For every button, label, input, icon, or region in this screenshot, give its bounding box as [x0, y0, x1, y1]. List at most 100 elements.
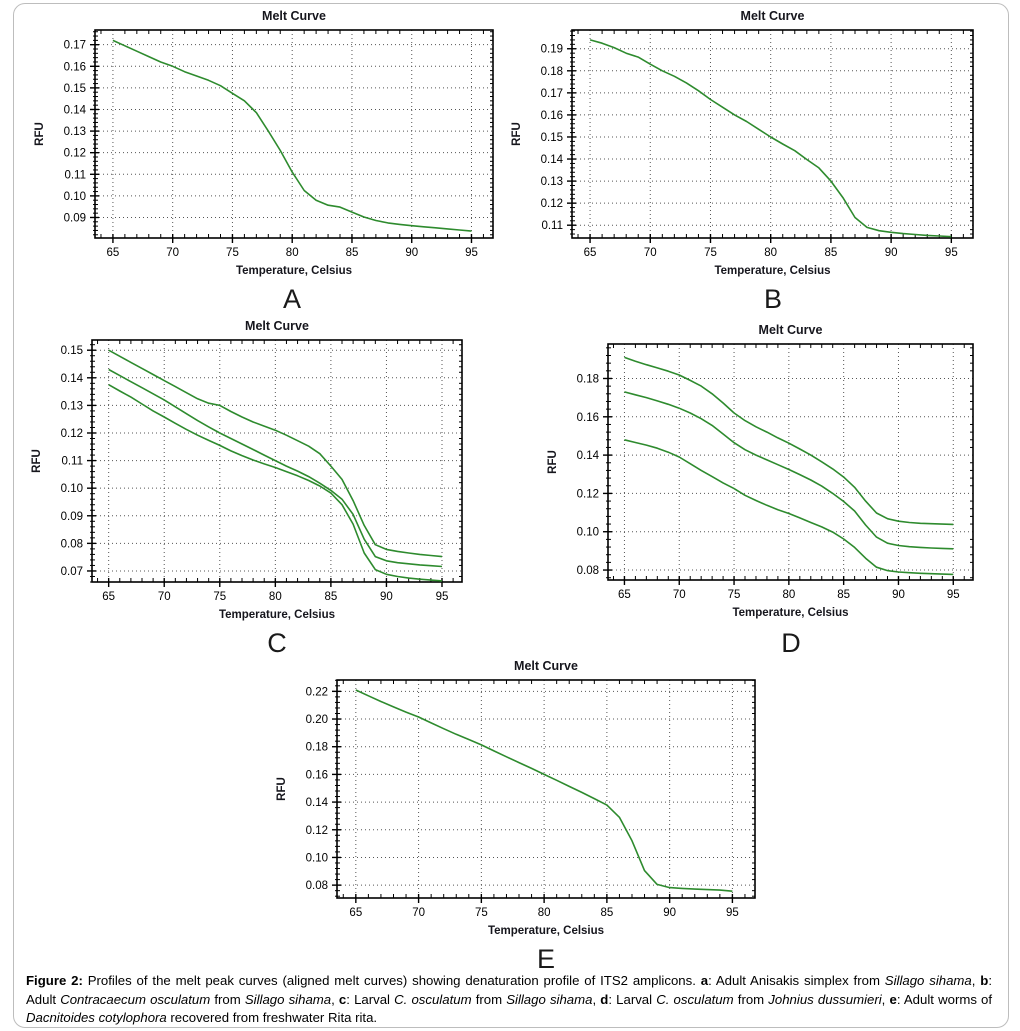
melt-curve-svg-a: Melt Curve 65 70 75 80 85 90 95 0.09 0.10 0.11 0.12… [34, 9, 494, 277]
x-tick-label: 95 [945, 247, 958, 259]
chart-panel-a: Melt Curve 65 70 75 80 85 90 95 0.09 0.10 0.11 0.12… [14, 2, 506, 313]
y-tick-label: 0.18 [306, 742, 328, 754]
caption-segment: d [600, 991, 609, 1007]
x-tick-label: 80 [538, 907, 551, 919]
x-tick-label: 80 [782, 589, 795, 601]
y-tick-label: 0.14 [306, 797, 329, 809]
y-tick-label: 0.12 [64, 148, 86, 160]
melt-curve-chart-c: Melt Curve 65 70 75 80 85 90 95 0.07 0.08 0.09 0.10… [16, 312, 510, 629]
y-tick-label: 0.11 [541, 220, 563, 232]
caption-segment: , [881, 991, 890, 1007]
caption-segment: C. osculatum [394, 991, 472, 1007]
caption-segment: from [210, 991, 245, 1007]
x-tick-label: 65 [102, 591, 115, 603]
y-tick-label: 0.16 [306, 769, 328, 781]
y-axis-label: RFU [31, 449, 43, 473]
melt-curve-line [112, 39, 472, 232]
melt-curve-svg-b: Melt Curve 65 70 75 80 85 90 95 0.11 0.12 0.13 0.14… [511, 9, 974, 277]
x-tick-label: 75 [213, 591, 226, 603]
y-tick-label: 0.17 [64, 40, 86, 52]
y-tick-label: 0.08 [61, 538, 83, 550]
y-axis-label: RFU [276, 777, 288, 801]
x-tick-label: 70 [644, 247, 657, 259]
caption-segment: Sillago sihama [244, 991, 332, 1007]
panel-label-d: D [781, 628, 801, 658]
caption-segment: from [733, 991, 769, 1007]
caption-segment: c [338, 991, 347, 1007]
x-tick-label: 85 [324, 591, 337, 603]
melt-curve-chart-d: Melt Curve 65 70 75 80 85 90 95 0.08 0.10 0.12 0.14… [520, 312, 1014, 629]
y-tick-label: 0.08 [577, 565, 599, 577]
melt-curve-chart-a: Melt Curve 65 70 75 80 85 90 95 0.09 0.10 0.11 0.12… [14, 2, 506, 285]
x-tick-label: 90 [405, 247, 418, 259]
x-tick-label: 75 [728, 589, 741, 601]
y-tick-label: 0.14 [541, 154, 564, 166]
chart-title: Melt Curve [741, 9, 805, 23]
chart-title: Melt Curve [245, 319, 309, 333]
x-tick-label: 75 [704, 247, 717, 259]
plot-frame [336, 679, 756, 899]
y-tick-label: 0.11 [64, 169, 86, 181]
caption-segment: Dacnitoides cotylophora [26, 1010, 167, 1026]
figure-caption: Figure 2: Profiles of the melt peak curv… [26, 972, 992, 1028]
y-tick-label: 0.20 [306, 714, 328, 726]
melt-curve-line [108, 384, 443, 582]
caption-segment: Contracaecum osculatum [60, 991, 211, 1007]
caption-segment: a [700, 973, 709, 988]
x-tick-label: 90 [892, 589, 905, 601]
x-tick-label: 95 [436, 591, 449, 603]
y-tick-label: 0.09 [64, 212, 86, 224]
x-tick-label: 80 [286, 247, 299, 259]
melt-curve-line [624, 391, 954, 550]
melt-curve-svg-e: Melt Curve 65 70 75 80 85 90 95 0.08 0.10 0.12 0.14… [276, 659, 756, 937]
y-tick-label: 0.11 [61, 456, 83, 468]
y-tick-label: 0.16 [577, 412, 599, 424]
chart-title: Melt Curve [514, 659, 578, 673]
melt-curve-svg-d: Melt Curve 65 70 75 80 85 90 95 0.08 0.10 0.12 0.14… [547, 323, 974, 619]
y-tick-label: 0.10 [64, 191, 86, 203]
y-tick-label: 0.12 [61, 428, 83, 440]
x-tick-label: 70 [673, 589, 686, 601]
y-axis-label: RFU [34, 122, 46, 146]
x-tick-label: 70 [412, 907, 425, 919]
caption-segment: recovered from freshwater Rita rita. [166, 1010, 378, 1026]
x-axis-label: Temperature, Celsius [714, 265, 830, 277]
chart-panel-b: Melt Curve 65 70 75 80 85 90 95 0.11 0.12 0.13 0.14… [506, 2, 1010, 313]
x-tick-label: 90 [885, 247, 898, 259]
x-tick-label: 65 [618, 589, 631, 601]
x-tick-label: 85 [825, 247, 838, 259]
caption-segment: from [471, 991, 507, 1007]
y-tick-label: 0.10 [577, 527, 599, 539]
y-tick-label: 0.12 [541, 198, 563, 210]
y-tick-label: 0.19 [541, 44, 563, 56]
caption-segment: b [980, 973, 989, 988]
caption-segment: Profiles of the melt peak curves (aligne… [82, 973, 701, 988]
x-tick-label: 70 [166, 247, 179, 259]
x-axis-label: Temperature, Celsius [219, 609, 335, 621]
y-tick-label: 0.13 [541, 176, 563, 188]
x-axis-label: Temperature, Celsius [488, 925, 604, 937]
caption-segment: Figure 2: [26, 973, 83, 988]
x-tick-label: 65 [584, 247, 597, 259]
y-tick-label: 0.18 [541, 66, 563, 78]
plot-frame [571, 29, 974, 239]
melt-curve-line [108, 349, 443, 558]
y-tick-label: 0.12 [306, 825, 328, 837]
y-tick-label: 0.16 [541, 110, 563, 122]
plot-frame [91, 339, 463, 583]
caption-segment: : Adult [26, 973, 992, 1007]
x-tick-label: 75 [226, 247, 239, 259]
x-tick-label: 65 [349, 907, 362, 919]
caption-segment: e [889, 991, 897, 1007]
x-tick-label: 65 [107, 247, 120, 259]
x-tick-label: 75 [475, 907, 488, 919]
panel-label-e: E [536, 944, 555, 974]
y-tick-label: 0.17 [541, 88, 563, 100]
y-tick-label: 0.16 [64, 61, 86, 73]
x-tick-label: 80 [764, 247, 777, 259]
y-tick-label: 0.08 [306, 880, 328, 892]
y-tick-label: 0.14 [64, 104, 87, 116]
x-tick-label: 90 [663, 907, 676, 919]
y-tick-label: 0.15 [541, 132, 563, 144]
caption-segment: Johnius dussumieri [768, 991, 882, 1007]
